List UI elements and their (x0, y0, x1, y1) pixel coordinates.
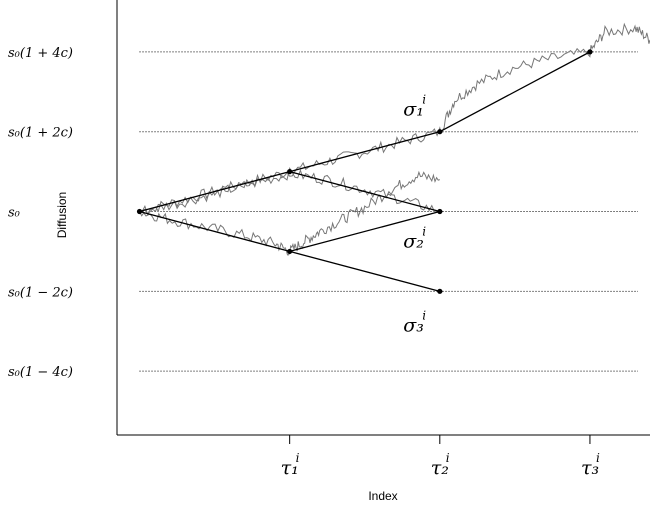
diffusion-paths (140, 24, 650, 255)
x-axis-title: Index (368, 489, 397, 503)
tree-edge (140, 212, 290, 252)
level-label: s₀(1 − 4c) (8, 365, 73, 380)
diffusion-path (140, 168, 440, 214)
x-tick-label-superscript: i (296, 451, 300, 465)
tree-edge (290, 132, 440, 172)
level-lines (140, 52, 638, 371)
tree-node (437, 289, 442, 294)
tree-edge (140, 172, 290, 212)
level-label: s₀(1 + 2c) (8, 126, 73, 141)
level-label: s₀ (8, 206, 21, 221)
level-label: s₀(1 − 2c) (8, 285, 73, 300)
diffusion-path (140, 172, 440, 255)
sigma-label-superscript: i (422, 93, 426, 107)
x-tick-label-superscript: i (596, 451, 600, 465)
y-axis-title: Diffusion (55, 192, 69, 238)
level-label: s₀(1 + 4c) (8, 46, 73, 61)
tree-node (287, 249, 292, 254)
x-tick-label-superscript: i (446, 451, 450, 465)
tree-node (437, 129, 442, 134)
sigma-label-superscript: i (422, 308, 426, 322)
tree-edge (290, 251, 440, 291)
tree-node (287, 169, 292, 174)
tree-node (437, 209, 442, 214)
sigma-label: σ₃ (403, 314, 424, 336)
tree-edge (440, 52, 590, 132)
binomial-tree (137, 49, 593, 294)
axes (117, 0, 650, 435)
diffusion-path (140, 24, 650, 214)
sigma-label: σ₁ (403, 99, 424, 121)
sigma-label: σ₂ (403, 230, 424, 252)
tree-node (137, 209, 142, 214)
sigma-label-superscript: i (422, 224, 426, 238)
tree-node (587, 49, 592, 54)
